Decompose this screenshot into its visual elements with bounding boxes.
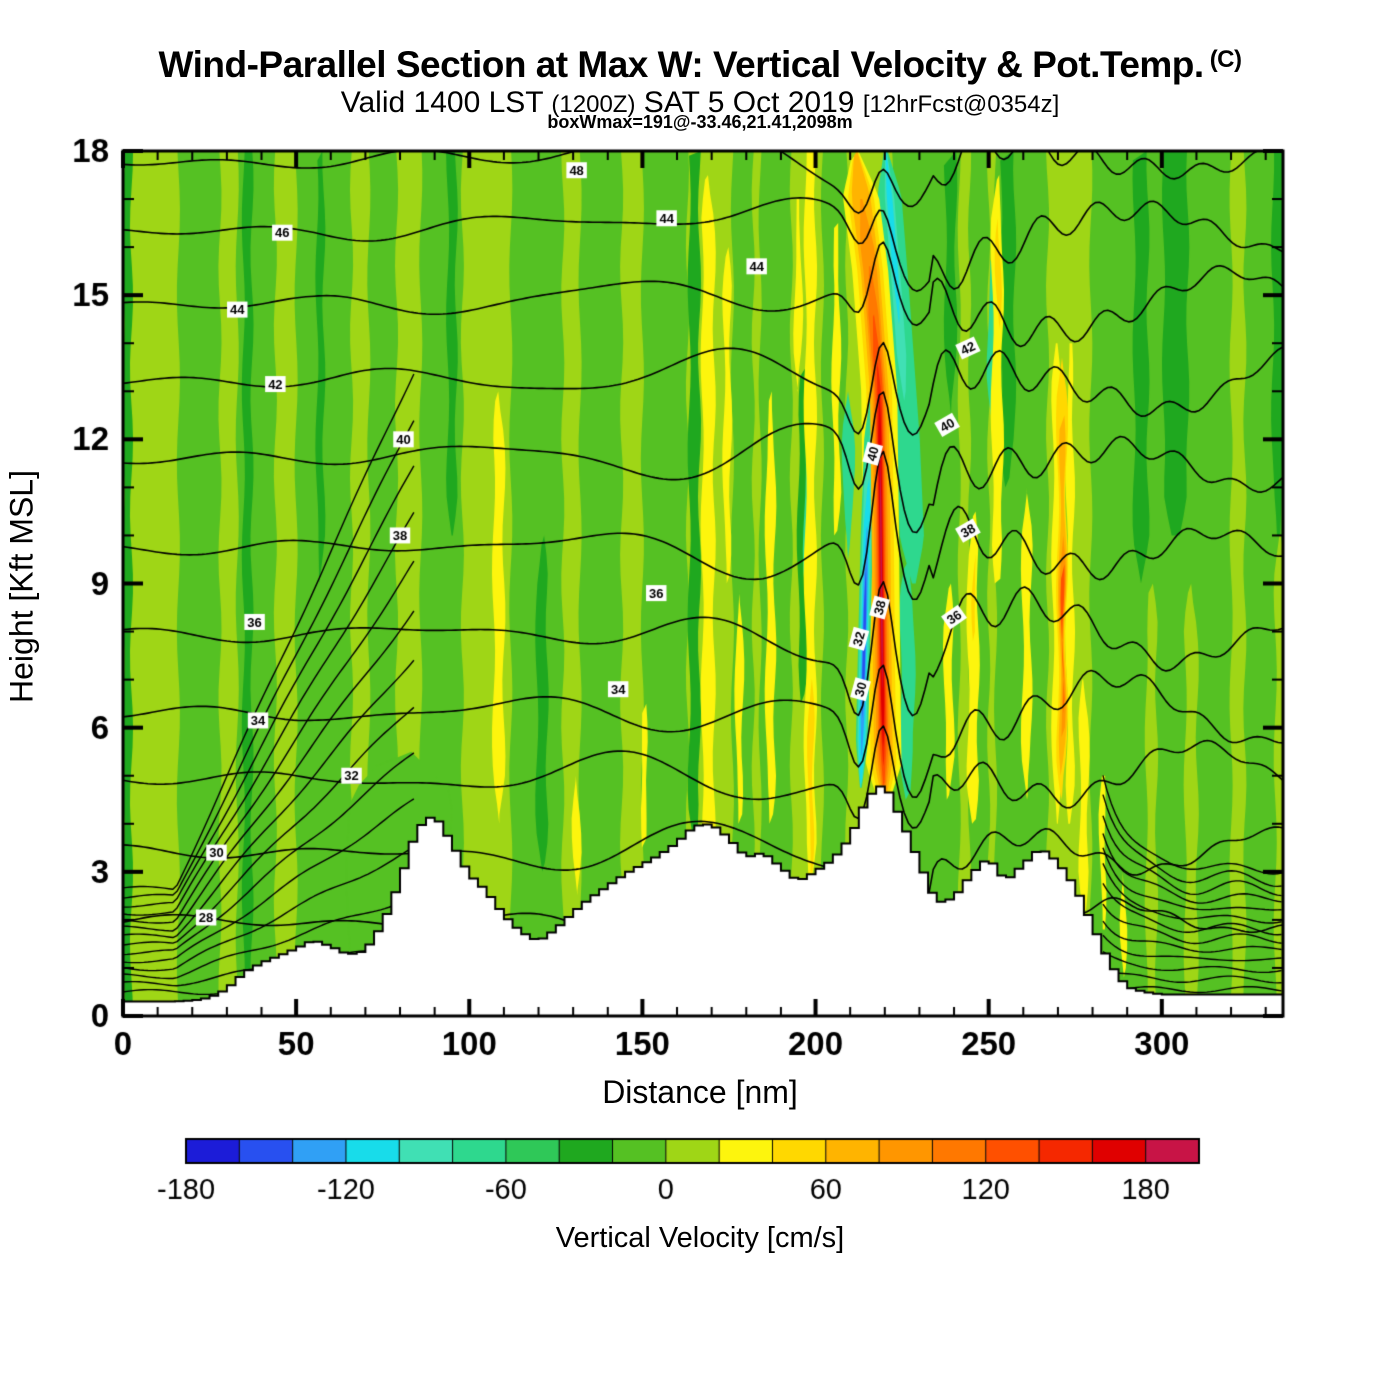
chart-title-unit: (C) <box>1209 46 1242 73</box>
valid-date: SAT 5 Oct 2019 <box>635 86 863 119</box>
valid-time: Valid 1400 LST <box>340 86 552 119</box>
chart-title-text: Wind-Parallel Section at Max W: Vertical… <box>158 44 1204 85</box>
valid-zulu: (1200Z) <box>551 91 636 118</box>
colorbar-title: Vertical Velocity [cm/s] <box>555 1222 845 1254</box>
x-axis-title: Distance [nm] <box>602 1074 798 1110</box>
y-axis-title: Height [Kft MSL] <box>3 470 40 703</box>
chart-title: Wind-Parallel Section at Max W: Vertical… <box>0 44 1400 86</box>
wmax-annotation: boxWmax=191@-33.46,21.41,2098m <box>547 112 853 132</box>
forecast-reference: [12hrFcst@0354z] <box>862 91 1060 118</box>
chart-subtitle: Valid 1400 LST (1200Z) SAT 5 Oct 2019 [1… <box>0 86 1400 120</box>
